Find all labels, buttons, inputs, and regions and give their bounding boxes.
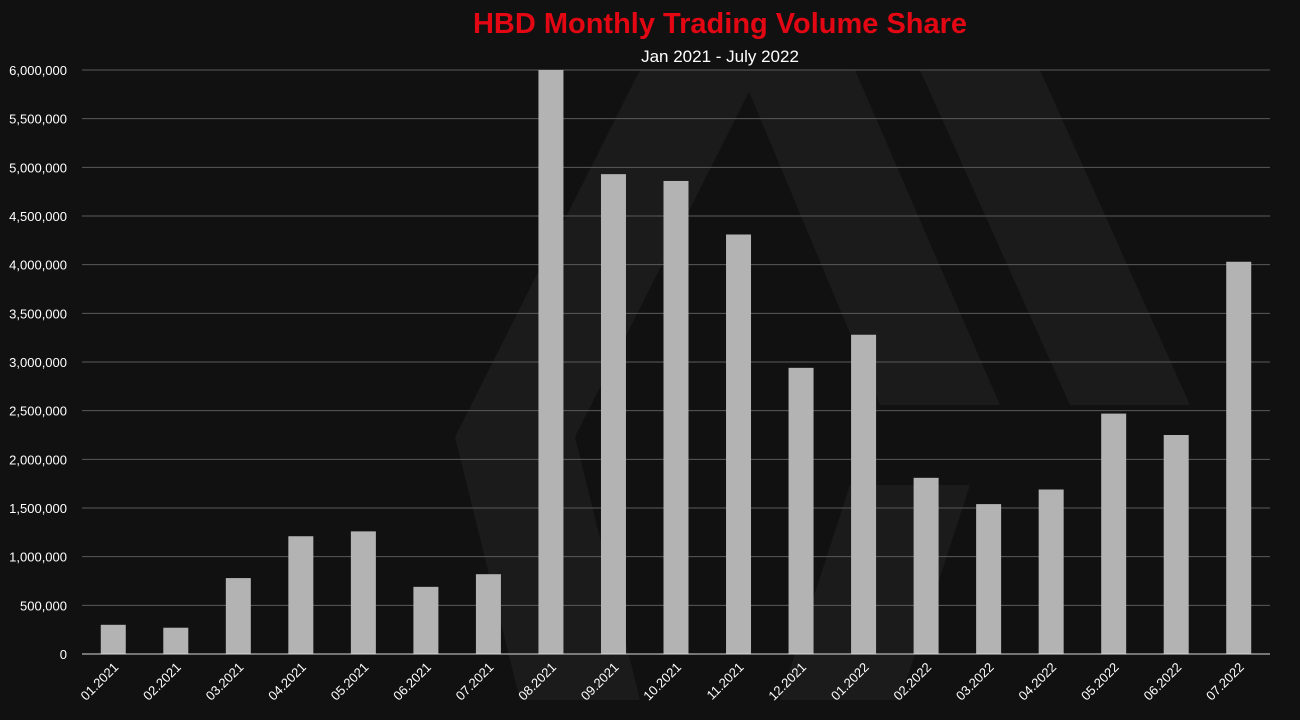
chart-subtitle: Jan 2021 - July 2022 bbox=[641, 47, 799, 66]
bar-05.2022 bbox=[1101, 413, 1127, 654]
bar-11.2021 bbox=[726, 234, 752, 654]
y-tick-label: 2,500,000 bbox=[9, 404, 67, 419]
y-tick-label: 2,000,000 bbox=[9, 452, 67, 467]
y-axis-ticks: 0 500,000 1,000,000 1,500,000 2,000,000 2,500… bbox=[9, 63, 67, 662]
bar-02.2021 bbox=[163, 627, 189, 654]
bar-04.2021 bbox=[288, 536, 314, 654]
bar-10.2021 bbox=[663, 180, 689, 654]
y-tick-label: 4,500,000 bbox=[9, 209, 67, 224]
bar-01.2022 bbox=[851, 334, 877, 654]
bar-04.2022 bbox=[1038, 489, 1064, 654]
y-tick-label: 1,500,000 bbox=[9, 501, 67, 516]
y-tick-label: 500,000 bbox=[20, 598, 67, 613]
y-tick-label: 1,000,000 bbox=[9, 550, 67, 565]
chart-title: HBD Monthly Trading Volume Share bbox=[473, 8, 967, 40]
y-tick-label: 4,000,000 bbox=[9, 258, 67, 273]
bars bbox=[100, 70, 1252, 654]
bar-09.2021 bbox=[600, 174, 626, 654]
y-tick-label: 5,000,000 bbox=[9, 160, 67, 175]
bar-02.2022 bbox=[913, 477, 939, 654]
y-tick-label: 5,500,000 bbox=[9, 112, 67, 127]
bar-05.2021 bbox=[350, 531, 376, 654]
bar-03.2021 bbox=[225, 578, 251, 654]
y-tick-label: 3,500,000 bbox=[9, 306, 67, 321]
bar-01.2021 bbox=[100, 624, 126, 654]
bar-08.2021 bbox=[538, 70, 564, 654]
bar-07.2021 bbox=[475, 574, 501, 654]
bar-07.2022 bbox=[1226, 261, 1252, 654]
y-tick-label: 3,000,000 bbox=[9, 355, 67, 370]
bar-03.2022 bbox=[976, 504, 1002, 654]
bar-12.2021 bbox=[788, 367, 814, 654]
bar-06.2022 bbox=[1163, 435, 1189, 654]
bar-06.2021 bbox=[413, 586, 439, 654]
y-tick-label: 0 bbox=[60, 647, 67, 662]
y-tick-label: 6,000,000 bbox=[9, 63, 67, 78]
